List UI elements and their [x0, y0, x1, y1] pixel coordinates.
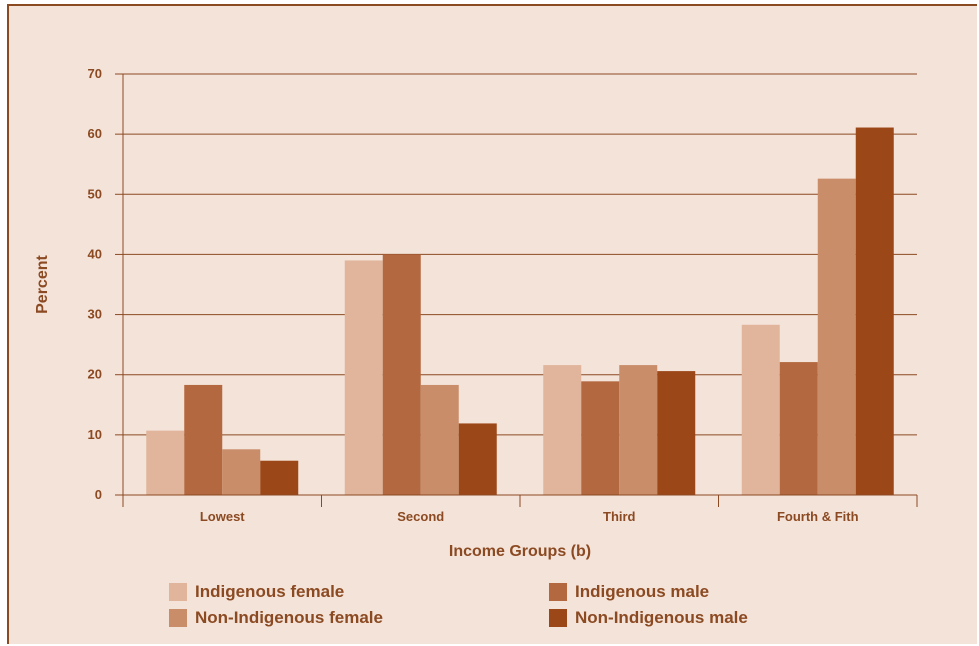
- legend-label: Non-Indigenous female: [195, 608, 383, 627]
- bars: [146, 127, 894, 496]
- legend-swatch: [169, 609, 187, 627]
- legend-item: Non-Indigenous male: [549, 607, 809, 629]
- bar: [855, 127, 894, 495]
- bar: [543, 365, 582, 495]
- x-tick-label: Second: [397, 509, 444, 524]
- bar-chart: 0 10 20 30 40 50 60 70 Lowest Second Third Fourth …: [34, 66, 918, 560]
- gridlines: [123, 73, 917, 436]
- legend-label: Indigenous female: [195, 582, 345, 601]
- y-tick-labels: 0 10 20 30 40 50 60 70: [88, 66, 102, 502]
- bar: [260, 460, 299, 495]
- bar: [222, 449, 261, 495]
- legend-swatch: [549, 583, 567, 601]
- bar: [420, 384, 459, 495]
- bar: [146, 430, 185, 495]
- y-tick-label: 10: [88, 427, 102, 442]
- legend: Indigenous female Indigenous male Non-Indi…: [169, 581, 809, 629]
- legend-label: Indigenous male: [575, 582, 710, 601]
- x-axis-title: Income Groups (b): [449, 543, 591, 560]
- legend-item: Indigenous male: [549, 581, 809, 603]
- chart-frame: 0 10 20 30 40 50 60 70 Lowest Second Third Fourth …: [7, 4, 977, 644]
- y-tick-label: 50: [88, 186, 102, 201]
- bar: [581, 381, 620, 495]
- bar: [344, 260, 383, 495]
- bar: [619, 365, 658, 495]
- y-tick-label: 70: [88, 66, 102, 81]
- legend-label: Non-Indigenous male: [575, 608, 748, 627]
- x-tick-label: Lowest: [200, 509, 245, 524]
- y-tick-label: 0: [95, 487, 102, 502]
- y-tick-label: 30: [88, 307, 102, 322]
- x-tick-label: Third: [603, 509, 636, 524]
- y-axis-title: Percent: [34, 254, 51, 313]
- bar: [184, 384, 223, 495]
- legend-swatch: [169, 583, 187, 601]
- legend-item: Non-Indigenous female: [169, 607, 549, 629]
- y-tick-label: 60: [88, 126, 102, 141]
- axes: [115, 73, 918, 507]
- bar: [657, 371, 696, 495]
- y-tick-label: 20: [88, 367, 102, 382]
- bar: [817, 178, 856, 496]
- y-tick-label: 40: [88, 246, 102, 261]
- bar: [741, 324, 780, 495]
- bar: [458, 423, 497, 495]
- x-tick-label: Fourth & Fith: [777, 509, 859, 524]
- x-tick-labels: Lowest Second Third Fourth & Fith: [200, 509, 859, 524]
- bar: [779, 362, 818, 495]
- legend-swatch: [549, 609, 567, 627]
- legend-item: Indigenous female: [169, 581, 549, 603]
- bar: [382, 254, 421, 495]
